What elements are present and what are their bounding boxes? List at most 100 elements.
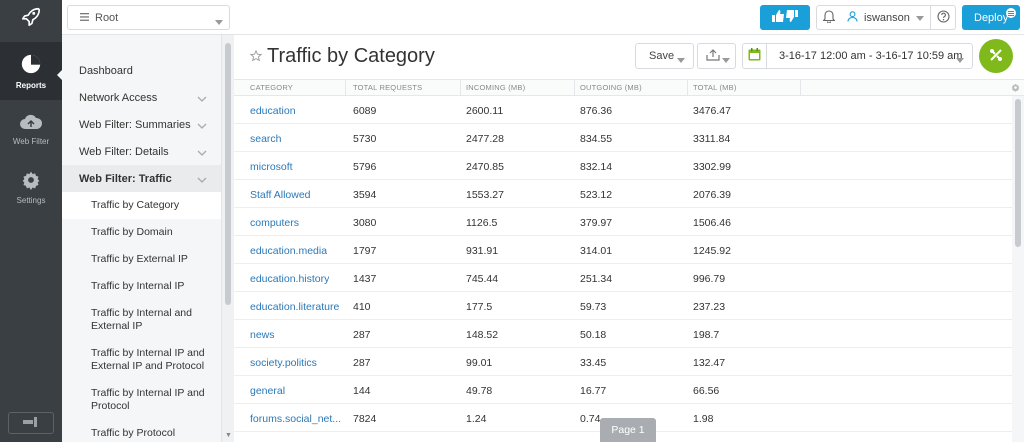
menu-item-network-access[interactable]: Network Access [62,84,221,111]
column-header-total[interactable]: TOTAL (MB) [693,83,737,92]
submenu-item-traffic-by-category[interactable]: Traffic by Category [62,192,221,219]
submenu-scrollbar[interactable]: ▼ [222,35,234,442]
menu-item-web-filter-details[interactable]: Web Filter: Details [62,138,221,165]
question-icon [936,9,950,26]
category-link[interactable]: general [250,385,286,397]
table-row[interactable]: education 6089 2600.11 876.36 3476.47 [234,96,1012,124]
tools-button[interactable] [979,39,1013,73]
table-row[interactable]: general 144 49.78 16.77 66.56 [234,376,1012,404]
column-header-total-requests[interactable]: TOTAL REQUESTS [353,83,423,92]
user-menu[interactable]: iswanson [841,5,931,30]
rail-item-settings[interactable]: Settings [0,158,62,216]
table-row[interactable]: news 287 148.52 50.18 198.7 [234,320,1012,348]
thumbs-down-icon [786,10,798,25]
submenu-item-traffic-by-internal-ip-protocol[interactable]: Traffic by Internal IP and Protocol [62,380,221,420]
chevron-down-icon [197,93,207,105]
column-header-category[interactable]: CATEGORY [250,83,293,92]
table-row[interactable]: search 5730 2477.28 834.55 3311.84 [234,124,1012,152]
table-row[interactable]: Staff Allowed 3594 1553.27 523.12 2076.39 [234,180,1012,208]
category-link[interactable]: education [250,105,296,117]
active-pointer [57,69,63,81]
column-divider [687,80,688,96]
category-link[interactable]: education.media [250,245,328,257]
scroll-down-icon[interactable]: ▼ [225,432,232,439]
submenu-item-label: Traffic by Internal IP [91,280,185,292]
column-header-outgoing[interactable]: OUTGOING (MB) [580,83,642,92]
export-button[interactable] [697,43,736,69]
submenu-item-traffic-by-internal-ip[interactable]: Traffic by Internal IP [62,273,221,300]
submenu-item-label: Traffic by Internal and External IP [91,307,192,332]
submenu-item-label: Traffic by Category [91,199,180,211]
scrollbar-thumb[interactable] [1015,99,1021,247]
table-row[interactable]: education.literature 410 177.5 59.73 237.23 [234,292,1012,320]
category-link[interactable]: society.politics [250,357,317,369]
category-link[interactable]: forums.social_net... [250,413,342,425]
submenu-item-traffic-by-internal-external-ip[interactable]: Traffic by Internal and External IP [62,300,221,340]
cell-total-requests: 5796 [353,161,377,173]
column-divider [800,80,801,96]
category-link[interactable]: education.history [250,273,330,285]
cell-total: 3302.99 [693,161,731,173]
menu-item-dashboard[interactable]: Dashboard [62,57,221,84]
category-link[interactable]: education.literature [250,301,340,313]
submenu-item-label: Traffic by External IP [91,253,188,265]
menu-item-web-filter-traffic[interactable]: Web Filter: Traffic [62,165,221,192]
table-row[interactable]: society.politics 287 99.01 33.45 132.47 [234,348,1012,376]
submenu-item-traffic-by-internal-external-ip-protocol[interactable]: Traffic by Internal IP and External IP a… [62,340,221,380]
rocket-logo-icon[interactable] [0,0,62,34]
help-button[interactable] [930,5,956,30]
table-header: CATEGORY TOTAL REQUESTS INCOMING (MB) OU… [234,79,1024,96]
cell-total: 66.56 [693,385,720,397]
rail-item-label: Web Filter [12,136,50,146]
cell-incoming: 931.91 [466,245,499,257]
table-row[interactable]: education.media 1797 931.91 314.01 1245.92 [234,236,1012,264]
feedback-button[interactable] [760,5,810,30]
submenu-item-traffic-by-external-ip[interactable]: Traffic by External IP [62,246,221,273]
date-range-picker[interactable]: 3-16-17 12:00 am - 3-16-17 10:59 am [766,43,973,69]
cell-outgoing: 314.01 [580,245,613,257]
deploy-button[interactable]: Deploy [962,5,1020,30]
user-name: iswanson [864,11,910,24]
calendar-button[interactable] [742,43,767,69]
tools-icon [989,48,1003,65]
category-link[interactable]: search [250,133,282,145]
cell-total: 3311.84 [693,133,731,145]
rail-item-web-filter[interactable]: Web Filter [0,100,62,158]
category-link[interactable]: news [250,329,275,341]
cell-total: 1245.92 [693,245,731,257]
cell-outgoing: 523.12 [580,189,613,201]
category-link[interactable]: microsoft [250,161,293,173]
table-scrollbar[interactable] [1012,96,1024,442]
scrollbar-thumb[interactable] [225,43,231,305]
cell-outgoing: 33.45 [580,357,607,369]
category-link[interactable]: Staff Allowed [250,189,311,201]
collapse-button[interactable] [8,412,54,434]
page-indicator[interactable]: Page 1 [600,418,656,442]
star-icon[interactable] [249,49,263,65]
cell-total-requests: 287 [353,357,371,369]
table-row[interactable]: microsoft 5796 2470.85 832.14 3302.99 [234,152,1012,180]
cell-incoming: 2477.28 [466,133,504,145]
submenu-item-traffic-by-domain[interactable]: Traffic by Domain [62,219,221,246]
cell-incoming: 49.78 [466,385,493,397]
menu-item-web-filter-summaries[interactable]: Web Filter: Summaries [62,111,221,138]
cell-incoming: 1.24 [466,413,487,425]
category-link[interactable]: computers [250,217,300,229]
collapse-icon [23,416,39,430]
column-header-incoming[interactable]: INCOMING (MB) [466,83,526,92]
notifications-button[interactable] [816,5,842,30]
cloud-icon [19,113,43,133]
table-row[interactable]: education.history 1437 745.44 251.34 996.79 [234,264,1012,292]
submenu-item-traffic-by-protocol[interactable]: Traffic by Protocol [62,420,221,442]
gear-icon[interactable] [1011,83,1020,95]
deploy-label: Deploy [974,11,1009,24]
chevron-down-icon [197,147,207,159]
root-selector[interactable]: Root [67,5,230,30]
table-row[interactable]: computers 3080 1126.5 379.97 1506.46 [234,208,1012,236]
cell-outgoing: 379.97 [580,217,613,229]
cell-incoming: 2600.11 [466,105,504,117]
rail-item-reports[interactable]: Reports [0,42,62,100]
submenu-item-label: Traffic by Internal IP and Protocol [91,387,205,412]
save-button[interactable]: Save [635,43,694,69]
cell-outgoing: 834.55 [580,133,613,145]
